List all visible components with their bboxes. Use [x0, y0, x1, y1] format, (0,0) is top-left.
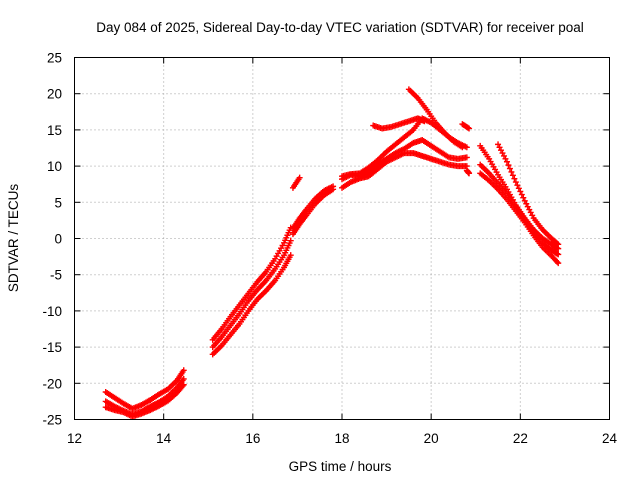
data-point	[287, 237, 294, 244]
data-point	[554, 250, 561, 257]
y-tick-label: 0	[54, 232, 62, 247]
series-track-o	[459, 121, 473, 132]
data-point	[296, 174, 303, 181]
series-track-p	[463, 167, 473, 177]
x-tick-label: 16	[245, 431, 260, 446]
data-point	[466, 125, 473, 132]
y-tick-label: -25	[42, 413, 62, 428]
data-point	[505, 162, 512, 169]
series-track-d	[209, 224, 294, 343]
data-point	[459, 144, 466, 151]
series-track-i	[289, 174, 303, 191]
axis-ticks: 12 14 16 18 20 22 24 -25 -20 -15 -10 -5 0 5 10 15 20 25	[42, 51, 617, 447]
data-point	[180, 375, 187, 382]
data-point	[466, 170, 473, 177]
data-points	[102, 86, 562, 420]
data-point	[518, 191, 525, 198]
y-tick-label: 10	[47, 159, 62, 174]
y-axis-label: SDTVAR / TECUs	[6, 184, 21, 293]
data-point	[555, 260, 562, 267]
data-point	[554, 258, 561, 265]
series-track-f	[209, 252, 294, 358]
data-point	[180, 381, 187, 388]
y-tick-label: -10	[42, 304, 62, 319]
data-point	[554, 240, 561, 247]
series-track-e	[209, 237, 294, 351]
data-point	[506, 165, 513, 172]
x-axis-label: GPS time / hours	[289, 459, 392, 474]
y-tick-label: 20	[47, 87, 62, 102]
data-point	[503, 158, 510, 165]
series-track-t	[495, 141, 562, 248]
series-track-m	[370, 115, 428, 132]
data-point	[512, 179, 519, 186]
x-tick-label: 20	[424, 431, 439, 446]
series-track-a	[102, 367, 187, 412]
series-track-c	[102, 381, 187, 420]
x-tick-label: 14	[156, 431, 172, 446]
series-track-h	[289, 183, 337, 232]
y-tick-label: 5	[54, 195, 62, 210]
y-tick-label: 25	[47, 51, 62, 66]
data-point	[555, 251, 562, 258]
data-point	[421, 118, 428, 125]
series-track-j	[339, 150, 470, 191]
x-tick-label: 22	[513, 431, 528, 446]
y-tick-label: -5	[50, 268, 62, 283]
data-point	[463, 154, 470, 161]
data-point	[515, 185, 522, 192]
y-tick-label: -15	[42, 340, 62, 355]
data-point	[511, 175, 518, 182]
data-point	[330, 183, 337, 190]
data-point	[180, 367, 187, 374]
series-track-n	[405, 86, 466, 151]
x-tick-label: 18	[334, 431, 349, 446]
data-point	[514, 182, 521, 189]
data-point	[508, 168, 515, 175]
chart-title: Day 084 of 2025, Sidereal Day-to-day VTE…	[96, 20, 583, 35]
data-point	[287, 252, 294, 259]
x-tick-label: 12	[67, 431, 82, 446]
y-tick-label: -20	[42, 376, 62, 391]
y-tick-label: 15	[47, 123, 62, 138]
data-point	[509, 172, 516, 179]
data-point	[555, 241, 562, 248]
x-tick-label: 24	[602, 431, 618, 446]
data-point	[464, 124, 471, 131]
data-point	[520, 194, 527, 201]
data-point	[517, 188, 524, 195]
